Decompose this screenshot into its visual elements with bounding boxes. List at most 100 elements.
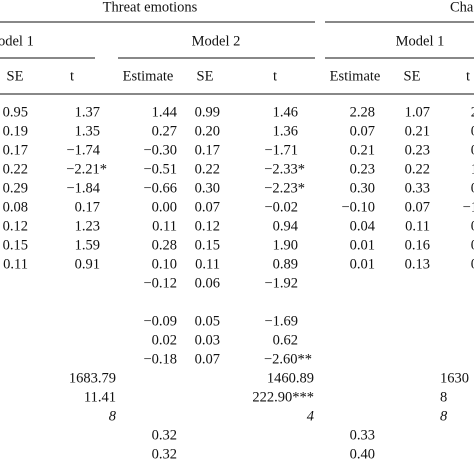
cell: 0.00 bbox=[152, 199, 177, 215]
cell: 0.19 bbox=[3, 123, 28, 139]
cell: 0.05 bbox=[195, 313, 220, 329]
model-title: odel 1 bbox=[0, 33, 34, 49]
cell: 0.11 bbox=[405, 218, 430, 234]
cell: −0.02 bbox=[264, 199, 298, 215]
cell: 0.32 bbox=[152, 427, 177, 443]
cell: 0.07 bbox=[405, 199, 430, 215]
cell: 0 bbox=[471, 123, 474, 139]
cell: 0.30 bbox=[350, 180, 375, 196]
cell: 0.15 bbox=[3, 237, 28, 253]
cell: 0.29 bbox=[3, 180, 28, 196]
cell: 0.04 bbox=[350, 218, 376, 234]
column-header: t bbox=[70, 68, 74, 84]
cell: −0.51 bbox=[143, 161, 177, 177]
cell: 0.12 bbox=[3, 218, 28, 234]
cell: 0.10 bbox=[152, 256, 177, 272]
column-header: Estimate bbox=[123, 68, 174, 84]
cell: 0.89 bbox=[273, 256, 298, 272]
cell: 1.36 bbox=[273, 123, 298, 139]
cell: −0.66 bbox=[143, 180, 177, 196]
model-title: Model 1 bbox=[396, 33, 445, 49]
cell: 0.23 bbox=[350, 161, 375, 177]
cell: 0.62 bbox=[273, 332, 298, 348]
cell: 8 bbox=[440, 389, 447, 405]
cell: 1.37 bbox=[75, 104, 100, 120]
cell: −1.71 bbox=[264, 142, 298, 158]
cell: 0.07 bbox=[195, 351, 220, 367]
cell: 0.32 bbox=[152, 446, 177, 462]
cell: −2.33* bbox=[264, 161, 305, 177]
cell: 0.33 bbox=[405, 180, 430, 196]
cell: 8 bbox=[440, 408, 448, 424]
cell: 0.07 bbox=[195, 199, 220, 215]
cell: 2 bbox=[471, 104, 474, 120]
column-header: SE bbox=[197, 68, 214, 84]
cell: −1.69 bbox=[264, 313, 298, 329]
cell: 1.35 bbox=[75, 123, 100, 139]
cell: 0.17 bbox=[195, 142, 220, 158]
cell: 0.06 bbox=[195, 275, 220, 291]
cell: 1630 bbox=[440, 370, 469, 386]
cell: 0.17 bbox=[3, 142, 28, 158]
cell: 1.90 bbox=[273, 237, 298, 253]
cell: −1 bbox=[463, 199, 474, 215]
cell: 0.03 bbox=[195, 332, 220, 348]
cell: 1.23 bbox=[75, 218, 100, 234]
cell: −0.18 bbox=[143, 351, 177, 367]
cell: 0.11 bbox=[195, 256, 220, 272]
cell: 0.22 bbox=[3, 161, 28, 177]
cell: 0 bbox=[471, 180, 474, 196]
column-header: Estimate bbox=[330, 68, 381, 84]
cell: 0 bbox=[471, 218, 474, 234]
column-header: t bbox=[273, 68, 277, 84]
cell: 1.44 bbox=[152, 104, 178, 120]
column-header: SE bbox=[7, 68, 24, 84]
cell: 0.13 bbox=[405, 256, 430, 272]
cell: 1683.79 bbox=[69, 370, 116, 386]
cell: 0.20 bbox=[195, 123, 220, 139]
cell: −0.30 bbox=[143, 142, 177, 158]
cell: 1.59 bbox=[75, 237, 100, 253]
cell: 0.33 bbox=[350, 427, 375, 443]
group-title: Threat emotions bbox=[103, 0, 198, 15]
cell: 222.90*** bbox=[252, 389, 314, 405]
cell: 0.91 bbox=[75, 256, 100, 272]
cell: 0.40 bbox=[350, 446, 375, 462]
cell: −0.12 bbox=[143, 275, 177, 291]
cell: −2.23* bbox=[264, 180, 305, 196]
cell: −1.74 bbox=[66, 142, 100, 158]
group-title: Cha bbox=[450, 0, 474, 15]
cell: 0.12 bbox=[195, 218, 220, 234]
cell: −1.84 bbox=[66, 180, 100, 196]
cell: 0.23 bbox=[405, 142, 430, 158]
cell: 0.02 bbox=[152, 332, 177, 348]
cell: 11.41 bbox=[84, 389, 116, 405]
cell: 0.01 bbox=[350, 237, 375, 253]
cell: 0.99 bbox=[195, 104, 220, 120]
cell: 1 bbox=[471, 161, 474, 177]
cell: 0.22 bbox=[195, 161, 220, 177]
cell: 0.11 bbox=[152, 218, 177, 234]
cell: 1.46 bbox=[273, 104, 298, 120]
cell: −2.21* bbox=[66, 161, 107, 177]
cell: 0.08 bbox=[3, 199, 28, 215]
cell: −2.60** bbox=[264, 351, 312, 367]
cell: 0.16 bbox=[405, 237, 430, 253]
cell: 0.21 bbox=[350, 142, 375, 158]
cell: 0.95 bbox=[3, 104, 28, 120]
cell: 0.21 bbox=[405, 123, 430, 139]
cell: 0.15 bbox=[195, 237, 220, 253]
cell: −0.10 bbox=[341, 199, 375, 215]
cell: 1460.89 bbox=[267, 370, 314, 386]
column-header: SE bbox=[404, 68, 421, 84]
cell: 1.07 bbox=[405, 104, 430, 120]
cell: 0.22 bbox=[405, 161, 430, 177]
cell: 2.28 bbox=[350, 104, 375, 120]
cell: 4 bbox=[307, 408, 314, 424]
column-header: t bbox=[466, 68, 470, 84]
cell: 0.30 bbox=[195, 180, 220, 196]
cell: 0.27 bbox=[152, 123, 177, 139]
model-title: Model 2 bbox=[192, 33, 241, 49]
cell: 0 bbox=[471, 237, 474, 253]
